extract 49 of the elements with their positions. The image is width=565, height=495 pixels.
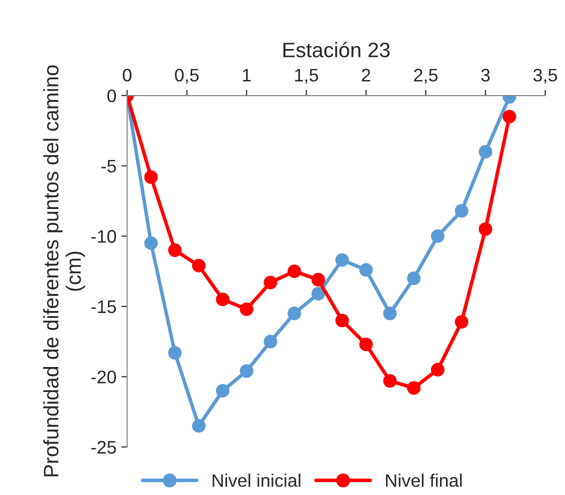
point [288, 306, 302, 320]
point [335, 253, 349, 267]
x-tick-label: 0 [122, 68, 132, 82]
point [168, 346, 182, 360]
point [335, 314, 349, 328]
point [502, 110, 516, 124]
x-tick-label: 1,5 [295, 68, 318, 84]
y-tick-label: -5 [101, 160, 116, 173]
point [311, 286, 326, 301]
point [359, 338, 373, 352]
point [264, 334, 278, 348]
point [264, 276, 278, 290]
point [311, 272, 326, 286]
point [383, 374, 397, 388]
point [407, 272, 421, 286]
point [478, 144, 492, 159]
point [454, 204, 468, 218]
point [216, 384, 230, 398]
y-tick-label: -15 [91, 300, 116, 314]
point [216, 292, 230, 306]
point [192, 258, 206, 272]
point [240, 302, 254, 316]
point [430, 362, 444, 376]
point [383, 306, 397, 320]
point [407, 381, 421, 395]
legend-label: Nivel inicial [212, 474, 300, 487]
legend-label: Nivel final [386, 474, 462, 487]
x-tick-label: 2 [362, 68, 370, 82]
y-tick-label: -20 [91, 370, 116, 384]
x-tick-label: 3,5 [533, 68, 558, 84]
point [359, 263, 373, 277]
x-tick-label: 0,5 [175, 68, 199, 84]
y-tick-label: -25 [91, 440, 116, 454]
x-axis-title: Estación 23 [283, 42, 390, 58]
x-tick-label: 2,5 [414, 68, 438, 84]
point [168, 243, 182, 257]
y-tick-label: -10 [91, 230, 116, 243]
point [144, 236, 158, 250]
x-tick-label: 1 [242, 68, 251, 82]
point [192, 419, 206, 433]
point [478, 222, 492, 236]
point [454, 315, 468, 329]
point [144, 170, 158, 184]
y-axis-title: Profundidad de diferentes puntos del camino (cm) [43, 65, 86, 476]
point [288, 264, 302, 278]
x-tick-label: 3 [481, 68, 490, 82]
y-tick-label: 0 [107, 89, 116, 102]
point [240, 364, 254, 378]
point [430, 229, 444, 243]
